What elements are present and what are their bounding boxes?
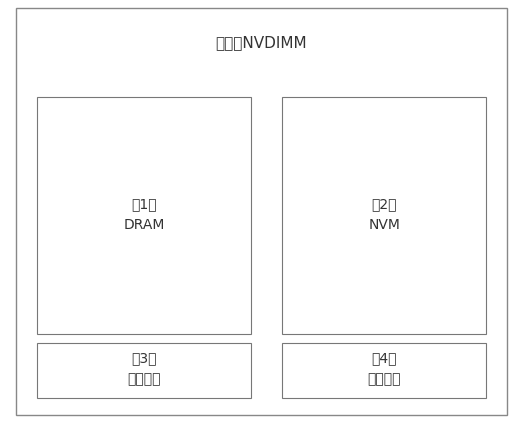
Bar bbox=[37, 343, 251, 398]
Text: NVM: NVM bbox=[369, 218, 400, 232]
Text: 超级电容: 超级电容 bbox=[127, 372, 161, 387]
Text: DRAM: DRAM bbox=[123, 218, 165, 232]
Text: （1）: （1） bbox=[131, 197, 156, 211]
Bar bbox=[37, 97, 251, 334]
Text: （3）: （3） bbox=[131, 351, 156, 365]
Text: 非对称NVDIMM: 非对称NVDIMM bbox=[215, 35, 308, 50]
Text: 控制模块: 控制模块 bbox=[368, 372, 401, 387]
Bar bbox=[282, 343, 486, 398]
Text: （4）: （4） bbox=[372, 351, 397, 365]
Bar bbox=[282, 97, 486, 334]
Text: （2）: （2） bbox=[372, 197, 397, 211]
